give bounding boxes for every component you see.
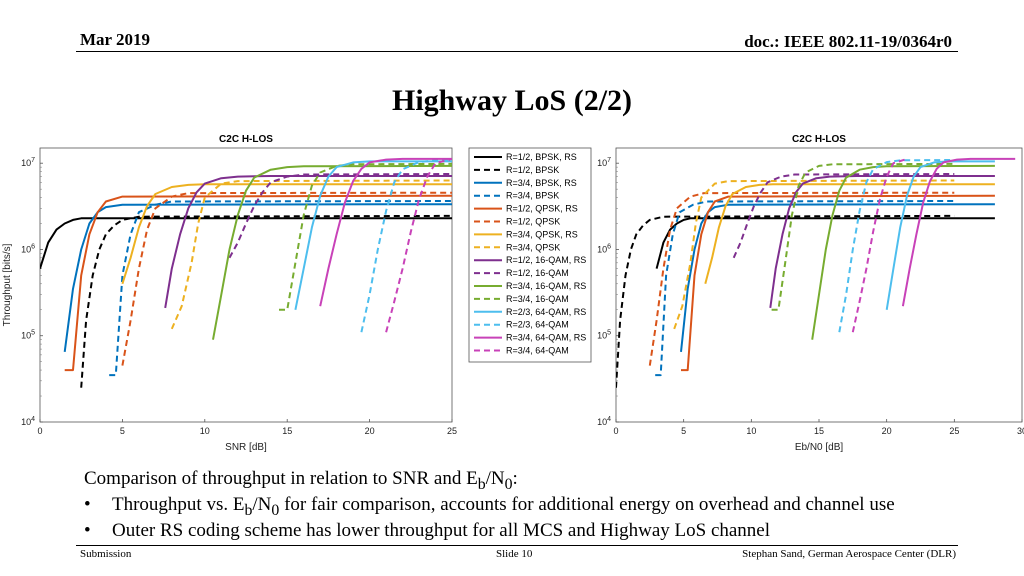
footer-divider [76,545,958,546]
x-tick-label: 25 [447,426,457,436]
legend-entry: R=1/2, BPSK, RS [506,152,577,162]
series-line [732,173,955,259]
series-line [80,214,452,388]
series-group [616,157,1016,388]
bullet-1: • Throughput vs. Eb/N0 for fair compariso… [84,494,895,519]
series-line [769,175,995,309]
legend-entry: R=3/4, QPSK, RS [506,229,578,239]
series-line [121,183,452,285]
x-tick-label: 15 [282,426,292,436]
legend-entry: R=3/4, 16-QAM, RS [506,281,586,291]
x-tick-label: 0 [37,426,42,436]
series-line [771,162,955,311]
bullet-2-marker: • [84,520,91,541]
x-tick-label: 10 [200,426,210,436]
bullet-1-marker: • [84,494,91,515]
series-line [655,217,995,269]
series-group [40,157,452,388]
legend-entry: R=3/4, 64-QAM [506,346,569,356]
footer-author: Stephan Sand, German Aerospace Center (D… [742,548,956,560]
plot-frame [39,147,453,423]
footer-left: Submission [80,548,132,560]
legend-entry: R=3/4, QPSK [506,242,560,252]
x-axis-label: SNR [dB] [225,442,267,453]
x-tick-label: 20 [882,426,892,436]
x-tick-label: 5 [681,426,686,436]
slide-title: Highway LoS (2/2) [391,84,633,117]
legend-entry: R=1/2, BPSK [506,165,559,175]
series-line [212,164,452,340]
series-line [170,179,452,330]
y-tick-label: 105 [21,330,35,341]
series-line [655,200,955,377]
y-tick-label: 106 [597,243,611,254]
legend-entry: R=3/4, 64-QAM, RS [506,333,586,343]
y-tick-label: 105 [597,330,611,341]
plot-frame [615,147,1023,423]
series-line [704,183,995,285]
y-tick-label: 106 [21,243,35,254]
series-line [385,157,452,333]
footer-slide-number: Slide 10 [496,548,533,560]
series-line [109,200,452,377]
x-tick-label: 30 [1017,426,1024,436]
x-tick-label: 20 [365,426,375,436]
legend-entry: R=3/4, BPSK, RS [506,178,577,188]
x-tick-label: 10 [746,426,756,436]
series-line [673,179,955,330]
series-line [851,157,908,333]
chart-title: C2C H-LOS [219,134,273,145]
caption: Comparison of throughput in relation to … [84,468,518,493]
series-line [838,159,955,333]
series-line [360,159,452,333]
chart-1: C2C H-LOS 0 5 10 15 20 25 104 105 106 107 SNR [dB] T… [2,134,457,453]
legend-entry: R=1/2, QPSK [506,217,560,227]
series-line [228,173,452,259]
series-line [64,194,452,372]
legend-entry: R=1/2, 16-QAM [506,268,569,278]
chart-title: C2C H-LOS [792,134,846,145]
y-tick-label: 104 [597,416,611,427]
legend-entry: R=2/3, 64-QAM, RS [506,307,586,317]
series-line [901,157,1016,307]
legend-entry: R=3/4, 16-QAM [506,294,569,304]
series-line [164,175,452,309]
x-tick-label: 25 [949,426,959,436]
series-line [40,217,452,269]
series-line [319,157,452,307]
y-tick-label: 107 [21,157,35,168]
legend-entry: R=2/3, 64-QAM [506,320,569,330]
bullet-2: • Outer RS coding scheme has lower throug… [84,520,771,541]
header-doc-id: doc.: IEEE 802.11-19/0364r0 [744,32,952,51]
x-tick-label: 0 [613,426,618,436]
series-line [63,203,452,353]
header-date: Mar 2019 [80,30,151,49]
y-tick-label: 104 [21,416,35,427]
header-divider [76,51,958,52]
series-line [121,191,452,366]
y-tick-label: 107 [597,157,611,168]
chart-2: C2C H-LOS 0 5 10 15 20 25 30 104 105 106 107 Eb/N0 [… [597,134,1024,453]
y-axis-label: Throughput [bits/s] [2,243,13,326]
legend-entry: R=3/4, BPSK [506,191,559,201]
series-line [680,203,995,353]
x-axis-label: Eb/N0 [dB] [795,442,844,453]
series-line [616,214,955,388]
series-line [279,162,452,311]
x-tick-label: 15 [814,426,824,436]
legend: R=1/2, BPSK, RS R=1/2, BPSK R=3/4, BPSK, R… [468,147,592,363]
legend-entry: R=1/2, QPSK, RS [506,204,578,214]
series-line [681,194,995,372]
series-line [294,160,452,310]
legend-entry: R=1/2, 16-QAM, RS [506,255,586,265]
x-tick-label: 5 [120,426,125,436]
series-line [648,191,955,366]
